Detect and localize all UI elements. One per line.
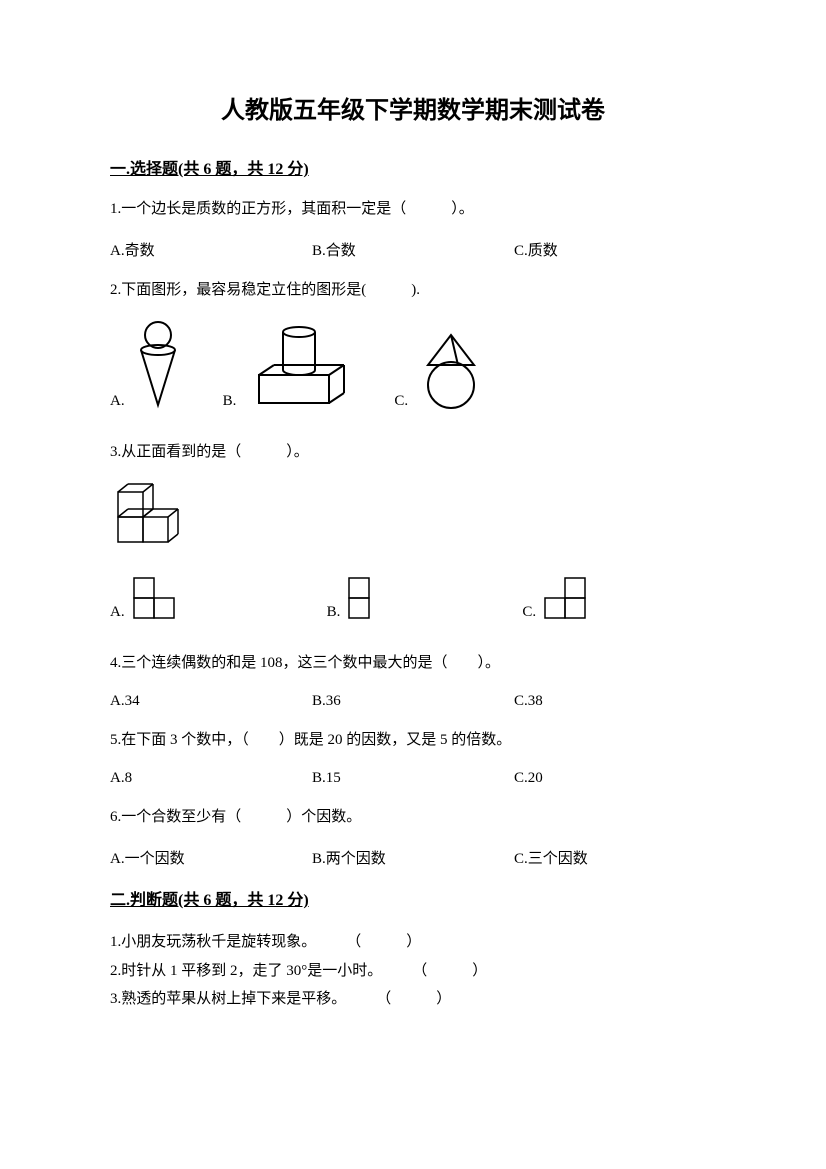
q3-options: A. B. C. bbox=[110, 577, 716, 621]
cube-stack-icon bbox=[110, 482, 190, 547]
judge-q2: 2.时针从 1 平移到 2，走了 30°是一小时。 （ ） bbox=[110, 957, 716, 986]
q2-opt-c-label: C. bbox=[394, 393, 408, 410]
q4-opt-b: B.36 bbox=[312, 693, 514, 710]
q2-text: 2.下面图形，最容易稳定立住的图形是( ). bbox=[110, 278, 716, 302]
q4-opt-a: A.34 bbox=[110, 693, 312, 710]
q1-opt-c: C.质数 bbox=[514, 239, 716, 260]
q3-opt-a-label: A. bbox=[110, 604, 125, 621]
page-title: 人教版五年级下学期数学期末测试卷 bbox=[110, 90, 716, 125]
q1-opt-b: B.合数 bbox=[312, 239, 514, 260]
q1-opt-a: A.奇数 bbox=[110, 239, 312, 260]
q6-opt-b: B.两个因数 bbox=[312, 847, 514, 868]
q1-options: A.奇数 B.合数 C.质数 bbox=[110, 239, 716, 260]
judge-q3: 3.熟透的苹果从树上掉下来是平移。 （ ） bbox=[110, 985, 716, 1014]
q5-opt-a: A.8 bbox=[110, 770, 312, 787]
q4-options: A.34 B.36 C.38 bbox=[110, 693, 716, 710]
q5-text: 5.在下面 3 个数中，（ ）既是 20 的因数，又是 5 的倍数。 bbox=[110, 728, 716, 752]
q3-text: 3.从正面看到的是（ ）。 bbox=[110, 440, 716, 464]
q6-text: 6.一个合数至少有（ ）个因数。 bbox=[110, 805, 716, 829]
q5-options: A.8 B.15 C.20 bbox=[110, 770, 716, 787]
judge-list: 1.小朋友玩荡秋千是旋转现象。 （ ） 2.时针从 1 平移到 2，走了 30°… bbox=[110, 928, 716, 1014]
q4-text: 4.三个连续偶数的和是 108，这三个数中最大的是（ ）。 bbox=[110, 651, 716, 675]
cylinder-box-icon bbox=[244, 320, 354, 410]
q6-options: A.一个因数 B.两个因数 C.三个因数 bbox=[110, 847, 716, 868]
q6-opt-a: A.一个因数 bbox=[110, 847, 312, 868]
q2-options: A. B. C. bbox=[110, 320, 716, 410]
q3-opt-b-icon bbox=[348, 577, 372, 621]
q3-opt-a-icon bbox=[133, 577, 177, 621]
pyramid-sphere-icon bbox=[416, 330, 486, 410]
q3-opt-b-label: B. bbox=[327, 604, 341, 621]
q5-opt-b: B.15 bbox=[312, 770, 514, 787]
judge-q1: 1.小朋友玩荡秋千是旋转现象。 （ ） bbox=[110, 928, 716, 957]
q3-opt-c-label: C. bbox=[522, 604, 536, 621]
q3-opt-c-icon bbox=[544, 577, 588, 621]
q2-opt-b-label: B. bbox=[223, 393, 237, 410]
section1-header: 一.选择题(共 6 题，共 12 分) bbox=[110, 155, 716, 179]
cone-sphere-icon bbox=[133, 320, 183, 410]
q6-opt-c: C.三个因数 bbox=[514, 847, 716, 868]
q2-opt-a-label: A. bbox=[110, 393, 125, 410]
q1-text: 1.一个边长是质数的正方形，其面积一定是（ ）。 bbox=[110, 197, 716, 221]
section2-header: 二.判断题(共 6 题，共 12 分) bbox=[110, 886, 716, 910]
q5-opt-c: C.20 bbox=[514, 770, 716, 787]
q4-opt-c: C.38 bbox=[514, 693, 716, 710]
